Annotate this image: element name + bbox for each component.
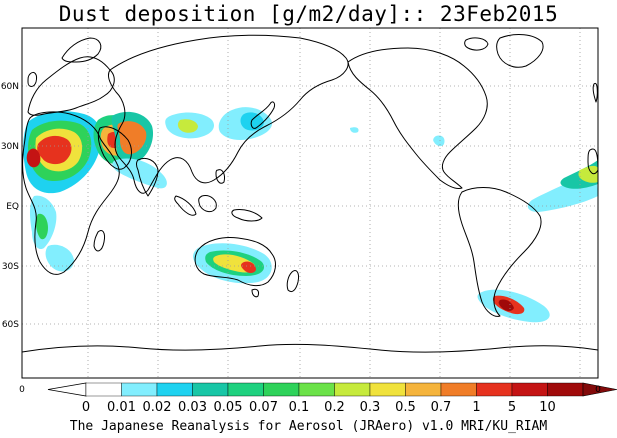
colorbar-swatch-13 <box>547 382 584 397</box>
coast-scandinavia <box>61 37 102 63</box>
coast-east-africa-edge <box>587 148 599 175</box>
dust-plume-gobi-core <box>177 119 198 133</box>
coast-borneo <box>198 195 217 213</box>
frame-edge-label-left: 0 <box>19 385 25 395</box>
dust-plume-sahara-peak <box>37 135 72 165</box>
colorbar-tick-label: 0.5 <box>395 400 416 415</box>
colorbar-swatch-11 <box>476 382 513 397</box>
lat-label-eq: EQ <box>6 202 19 212</box>
coast-africa <box>22 111 120 275</box>
colorbar-swatch-0 <box>85 382 122 397</box>
dust-plume-iran-core <box>117 121 147 155</box>
colorbar-swatch-12 <box>511 382 548 397</box>
colorbar-swatch-6 <box>298 382 335 397</box>
colorbar-under-arrow <box>47 382 87 397</box>
dust-field-layer <box>23 107 598 323</box>
dust-plume-south-africa <box>45 244 74 272</box>
coast-greenland <box>496 34 544 68</box>
dust-plume-australia-peak <box>241 261 256 273</box>
coast-philippines <box>215 169 225 184</box>
coast-antarctica <box>21 343 599 353</box>
coast-sumatra <box>174 195 197 216</box>
dust-spot-north-pacific <box>350 127 359 133</box>
colorbar-tick-label: 0.03 <box>178 400 207 415</box>
coast-arabia <box>97 126 132 170</box>
dust-plume-sahara-west <box>26 148 41 168</box>
latitude-labels: 60N 30N EQ 30S 60S <box>1 82 19 330</box>
dust-spot-north-america <box>433 135 445 147</box>
colorbar-swatch-1 <box>121 382 158 397</box>
colorbar-tick-label: 10 <box>539 400 556 415</box>
coast-asia <box>107 34 349 194</box>
colorbar-tick-label: 0 <box>82 400 90 415</box>
colorbar-swatch-8 <box>369 382 406 397</box>
coast-japan <box>250 101 275 129</box>
footer-credit: The Japanese Reanalysis for Aerosol (JRA… <box>69 419 548 434</box>
coast-tasmania <box>251 288 259 298</box>
colorbar-swatch-7 <box>334 382 371 397</box>
coast-arctic-islands <box>464 37 489 51</box>
map-frame <box>21 27 599 379</box>
colorbar-tick-label: 0.02 <box>143 400 172 415</box>
dust-plume-atlantic-core <box>578 165 598 183</box>
coastlines <box>21 34 599 353</box>
colorbar-tick-label: 0.3 <box>360 400 381 415</box>
lat-lon-grid <box>22 28 598 378</box>
lat-label-30n: 30N <box>1 142 19 152</box>
coast-new-zealand <box>286 269 299 293</box>
coast-east-europe-edge <box>592 82 598 103</box>
coast-north-america <box>347 47 488 189</box>
frame-edge-label-right: 0 <box>595 385 601 395</box>
coast-south-america <box>457 187 542 317</box>
map-title: Dust deposition [g/m2/day]:: 23Feb2015 <box>58 2 559 26</box>
colorbar-swatch-9 <box>405 382 442 397</box>
colorbar-swatch-3 <box>192 382 229 397</box>
colorbar-swatch-2 <box>156 382 193 397</box>
map-background <box>22 28 598 378</box>
colorbar-tick-label: 0.05 <box>214 400 243 415</box>
colorbar-tick-label: 5 <box>508 400 516 415</box>
colorbar-tick-label: 0.01 <box>107 400 136 415</box>
lat-label-60n: 60N <box>1 82 19 92</box>
lat-label-60s: 60S <box>2 320 19 330</box>
colorbar-tick-label: 1 <box>472 400 480 415</box>
coast-europe <box>27 56 115 116</box>
colorbar-tick-label: 0.1 <box>289 400 310 415</box>
coast-uk <box>27 71 37 87</box>
colorbar-over-arrow <box>582 382 617 397</box>
colorbar-swatch-10 <box>440 382 477 397</box>
dust-plume-east-africa-inner <box>35 213 48 240</box>
lat-label-30s: 30S <box>2 262 19 272</box>
colorbar: 0 0.01 0.02 0.03 0.05 0.07 0.1 0.2 0.3 0.5 0.7 1 5 10… <box>19 382 617 415</box>
coast-australia <box>194 237 276 287</box>
coast-new-guinea <box>231 209 263 222</box>
colorbar-tick-label: 0.7 <box>431 400 452 415</box>
colorbar-tick-label: 0.07 <box>249 400 278 415</box>
coast-india <box>136 157 159 197</box>
colorbar-swatch-4 <box>227 382 264 397</box>
colorbar-swatch-5 <box>263 382 300 397</box>
colorbar-tick-label: 0.2 <box>324 400 345 415</box>
coast-madagascar <box>93 229 105 252</box>
